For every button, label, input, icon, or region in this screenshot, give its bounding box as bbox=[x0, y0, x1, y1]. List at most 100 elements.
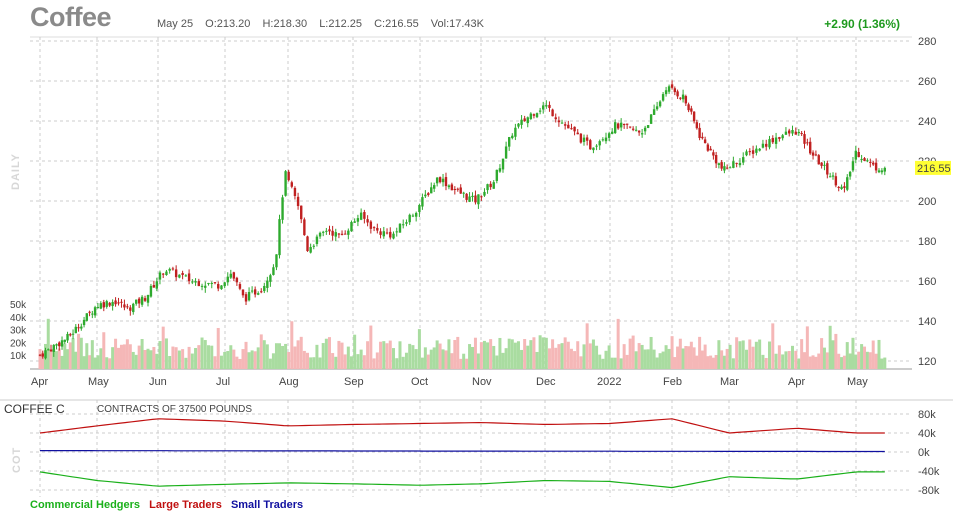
candle-body bbox=[814, 154, 818, 156]
volume-bar bbox=[476, 353, 480, 369]
candle-body bbox=[210, 282, 213, 284]
volume-bar bbox=[664, 345, 668, 369]
volume-bar bbox=[591, 339, 595, 369]
candle-body bbox=[673, 88, 677, 93]
candle-body bbox=[619, 122, 623, 128]
candle-body bbox=[220, 285, 223, 290]
volume-bar bbox=[573, 351, 577, 369]
candle-body bbox=[408, 214, 411, 223]
candle-body bbox=[529, 113, 533, 120]
volume-bars bbox=[38, 318, 887, 369]
volume-bar bbox=[271, 353, 275, 369]
candle-body bbox=[290, 182, 294, 187]
volume-bar bbox=[299, 336, 303, 369]
candle-body bbox=[117, 302, 120, 304]
volume-bar bbox=[382, 341, 386, 369]
volume-bar bbox=[628, 338, 632, 369]
volume-bar bbox=[601, 358, 605, 369]
candle-body bbox=[538, 110, 542, 112]
candle-body bbox=[811, 152, 815, 156]
legend-commercial-hedgers: Commercial Hedgers bbox=[30, 499, 141, 511]
price-change: +2.90 (1.36%) bbox=[824, 17, 900, 31]
volume-bar bbox=[71, 338, 75, 369]
volume-bar bbox=[825, 352, 829, 369]
candle-body bbox=[47, 349, 50, 351]
volume-bar bbox=[223, 351, 227, 369]
candle-body bbox=[427, 193, 430, 195]
volume-bar bbox=[152, 346, 156, 369]
candle-body bbox=[281, 197, 284, 220]
volume-bar bbox=[698, 336, 702, 369]
candle-body bbox=[111, 302, 114, 307]
volume-bar bbox=[444, 350, 448, 369]
candle-body bbox=[714, 154, 718, 164]
candle-body bbox=[275, 254, 278, 268]
volume-bar bbox=[764, 357, 768, 369]
candle-body bbox=[135, 299, 138, 304]
candle-body bbox=[353, 221, 356, 223]
candle-body bbox=[567, 124, 570, 129]
volume-bar bbox=[398, 341, 402, 369]
volume-bar bbox=[748, 339, 752, 369]
candle-body bbox=[343, 233, 347, 235]
candle-body bbox=[483, 191, 486, 196]
volume-bar bbox=[771, 323, 775, 369]
candle-body bbox=[661, 94, 665, 101]
volume-bar bbox=[482, 340, 486, 369]
candle-body bbox=[232, 272, 236, 279]
candle-body bbox=[379, 231, 382, 235]
volume-bar bbox=[306, 352, 310, 369]
volume-bar bbox=[547, 348, 551, 369]
volume-bar bbox=[563, 337, 567, 369]
volume-bar bbox=[114, 338, 118, 369]
volume-bar bbox=[695, 355, 699, 369]
candle-body bbox=[768, 139, 771, 148]
time-tick-label: May bbox=[88, 376, 109, 388]
candle-body bbox=[435, 177, 439, 184]
volume-bar bbox=[465, 358, 469, 369]
candle-body bbox=[854, 150, 858, 160]
candle-body bbox=[392, 233, 395, 239]
candle-body bbox=[589, 140, 592, 150]
volume-bar bbox=[728, 344, 732, 369]
volume-bar bbox=[331, 353, 335, 369]
candle-body bbox=[165, 271, 168, 275]
candle-body bbox=[517, 123, 520, 127]
candle-body bbox=[690, 108, 693, 112]
volume-bar bbox=[471, 346, 475, 369]
volume-bar bbox=[486, 342, 490, 369]
candle-body bbox=[217, 284, 220, 289]
volume-bar bbox=[714, 355, 718, 369]
volume-bar bbox=[93, 357, 97, 369]
price-tick-label: 200 bbox=[918, 196, 936, 208]
time-tick-label: May bbox=[847, 376, 868, 388]
volume-bar bbox=[392, 348, 396, 369]
volume-bar bbox=[274, 343, 278, 369]
volume-bar bbox=[865, 351, 869, 369]
candle-body bbox=[828, 176, 832, 178]
volume-bar bbox=[318, 357, 322, 369]
volume-bar bbox=[703, 344, 707, 369]
ohlc-readout: May 25 O:213.20 H:218.30 L:212.25 C:216.… bbox=[157, 18, 493, 30]
candle-body bbox=[563, 124, 567, 126]
volume-bar bbox=[817, 353, 821, 369]
candle-body bbox=[331, 230, 334, 236]
candle-body bbox=[667, 86, 671, 92]
candle-body bbox=[520, 119, 523, 125]
candle-body bbox=[560, 122, 564, 124]
volume-bar bbox=[372, 358, 376, 369]
volume-bar bbox=[203, 340, 207, 369]
candle-body bbox=[468, 196, 471, 202]
volume-bar bbox=[293, 346, 297, 369]
candle-body bbox=[356, 218, 360, 222]
candle-body bbox=[511, 135, 514, 139]
volume-bar bbox=[284, 343, 288, 369]
volume-bar bbox=[435, 340, 439, 369]
volume-bar bbox=[625, 354, 629, 369]
candle-body bbox=[60, 340, 64, 347]
candle-body bbox=[794, 131, 797, 135]
volume-bar bbox=[557, 344, 561, 369]
candle-body bbox=[831, 175, 835, 177]
candle-body bbox=[197, 281, 201, 287]
